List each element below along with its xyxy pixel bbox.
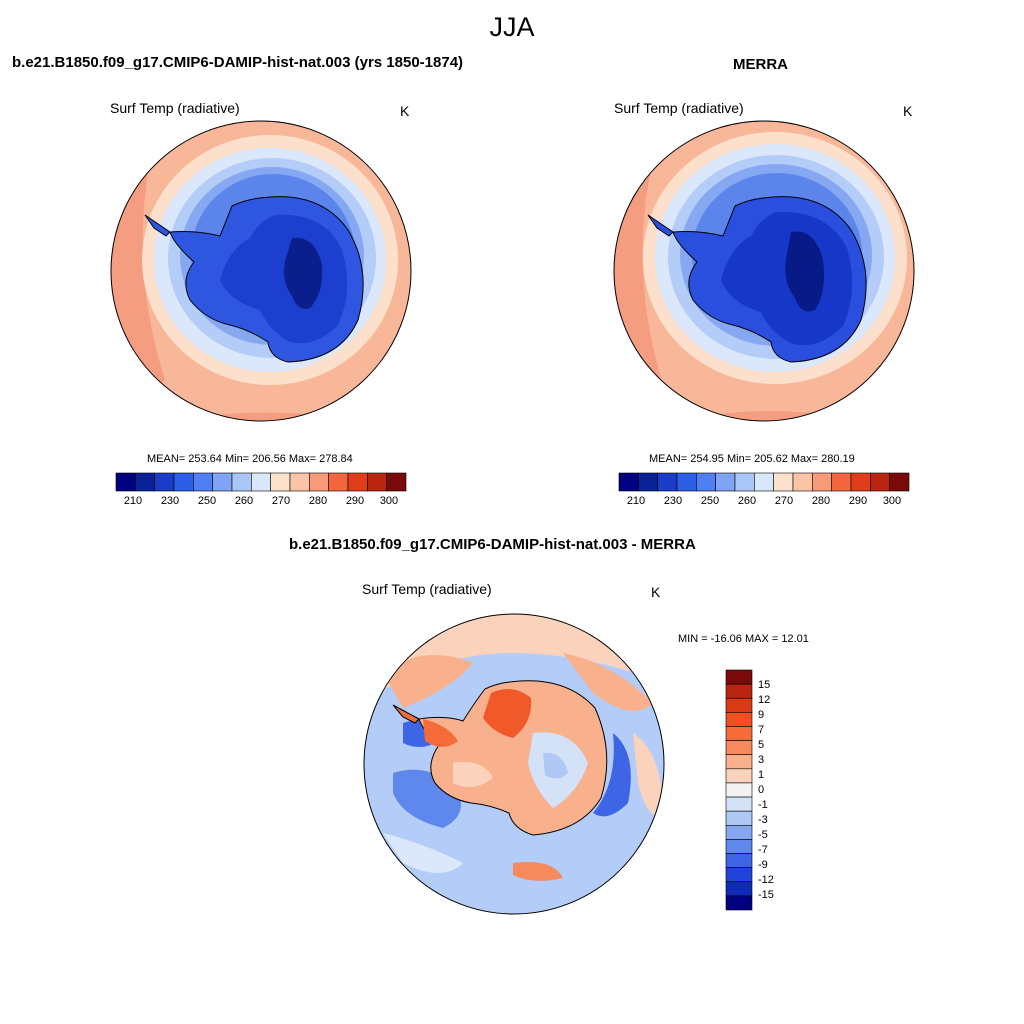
panel-3-units: K	[651, 584, 661, 600]
colorbar-swatch	[725, 740, 753, 756]
colorbar-swatch	[812, 472, 832, 492]
map-model	[110, 120, 412, 422]
colorbar-swatch	[618, 472, 639, 492]
colorbar-swatch	[725, 683, 753, 699]
colorbar-swatch	[725, 697, 753, 713]
colorbar-swatch	[251, 472, 271, 492]
colorbar-difference	[725, 669, 753, 911]
panel-2-stats: MEAN= 254.95 Min= 205.62 Max= 280.19	[649, 453, 855, 465]
colorbar-swatch	[115, 472, 136, 492]
colorbar-swatch	[792, 472, 813, 492]
cbar2-tick: 300	[882, 495, 902, 507]
cbar2-tick: 290	[848, 495, 868, 507]
colorbar-swatch	[831, 472, 852, 492]
cbar1-tick: 210	[123, 495, 143, 507]
colorbar-swatch	[850, 472, 871, 492]
cbar1-tick: 290	[345, 495, 365, 507]
colorbar-swatch	[725, 824, 753, 840]
colorbar-swatch	[154, 472, 175, 492]
panel-3-minmax: MIN = -16.06 MAX = 12.01	[678, 633, 809, 645]
panel-3-variable: Surf Temp (radiative)	[362, 581, 492, 597]
panel-3-title: b.e21.B1850.f09_g17.CMIP6-DAMIP-hist-nat…	[289, 536, 696, 553]
colorbar-swatch	[696, 472, 716, 492]
colorbar-swatch	[638, 472, 658, 492]
colorbar-swatch	[715, 472, 736, 492]
cbar3-tick: -9	[758, 859, 768, 871]
colorbar-swatch	[773, 472, 794, 492]
colorbar-swatch	[725, 669, 753, 685]
cbar3-tick: 7	[758, 724, 765, 736]
cbar3-tick: -5	[758, 829, 768, 841]
colorbar-swatch	[725, 881, 753, 897]
cbar2-tick: 250	[700, 495, 720, 507]
cbar3-tick: -3	[758, 814, 768, 826]
colorbar-swatch	[231, 472, 252, 492]
colorbar-swatch	[754, 472, 774, 492]
colorbar-swatch	[725, 853, 753, 868]
cbar1-tick: 270	[271, 495, 291, 507]
cbar3-tick: -15	[758, 889, 774, 901]
colorbar-swatch	[734, 472, 755, 492]
colorbar-swatch	[725, 712, 753, 727]
colorbar-model	[115, 472, 407, 492]
panel-2-variable: Surf Temp (radiative)	[614, 100, 744, 116]
cbar2-tick: 280	[811, 495, 831, 507]
colorbar-swatch	[289, 472, 310, 492]
colorbar-swatch	[725, 867, 753, 883]
cbar2-tick: 270	[774, 495, 794, 507]
colorbar-swatch	[725, 768, 753, 784]
season-title: JJA	[489, 12, 535, 42]
cbar3-tick: -1	[758, 799, 768, 811]
panel-2-units: K	[903, 103, 913, 119]
cbar3-tick: 0	[758, 784, 765, 796]
cbar3-tick: 5	[758, 739, 765, 751]
colorbar-merra	[618, 472, 910, 492]
map-difference	[363, 613, 665, 915]
cbar1-tick: 300	[379, 495, 399, 507]
colorbar-swatch	[725, 754, 753, 770]
cbar2-tick: 210	[626, 495, 646, 507]
cbar2-tick: 260	[737, 495, 757, 507]
colorbar-swatch	[889, 472, 910, 492]
colorbar-swatch	[870, 472, 890, 492]
cbar1-tick: 230	[160, 495, 180, 507]
cbar1-tick: 250	[197, 495, 217, 507]
colorbar-swatch	[173, 472, 194, 492]
colorbar-swatch	[657, 472, 678, 492]
panel-1-variable: Surf Temp (radiative)	[110, 100, 240, 116]
cbar1-tick: 260	[234, 495, 254, 507]
colorbar-swatch	[725, 839, 753, 854]
colorbar-swatch	[725, 726, 753, 741]
panel-1-title: b.e21.B1850.f09_g17.CMIP6-DAMIP-hist-nat…	[12, 54, 464, 71]
colorbar-swatch	[193, 472, 213, 492]
cbar1-tick: 280	[308, 495, 328, 507]
cbar3-tick: 12	[758, 694, 771, 706]
colorbar-swatch	[135, 472, 155, 492]
cbar3-tick: -7	[758, 844, 768, 856]
colorbar-swatch	[386, 472, 407, 492]
map-merra	[613, 120, 915, 422]
cbar3-tick: 9	[758, 709, 765, 721]
panel-1-stats: MEAN= 253.64 Min= 206.56 Max= 278.84	[147, 453, 353, 465]
colorbar-swatch	[367, 472, 387, 492]
colorbar-swatch	[347, 472, 368, 492]
cbar3-tick: 1	[758, 769, 765, 781]
colorbar-swatch	[725, 895, 753, 911]
colorbar-swatch	[725, 810, 753, 826]
cbar3-tick: 15	[758, 679, 771, 691]
colorbar-swatch	[212, 472, 233, 492]
colorbar-swatch	[270, 472, 291, 492]
panel-1-units: K	[400, 103, 410, 119]
cbar3-tick: -12	[758, 874, 774, 886]
colorbar-swatch	[309, 472, 329, 492]
colorbar-swatch	[676, 472, 697, 492]
colorbar-swatch	[725, 782, 753, 798]
colorbar-swatch	[328, 472, 349, 492]
cbar2-tick: 230	[663, 495, 683, 507]
panel-2-title: MERRA	[733, 56, 788, 73]
cbar3-tick: 3	[758, 754, 765, 766]
colorbar-swatch	[725, 796, 753, 812]
